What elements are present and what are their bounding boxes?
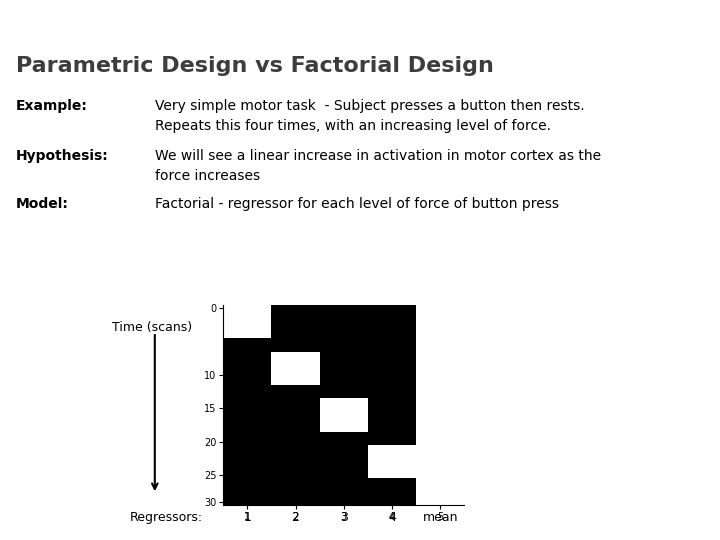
Text: Factorial - regressor for each level of force of button press: Factorial - regressor for each level of … <box>155 197 559 211</box>
Text: mean: mean <box>423 511 458 524</box>
Text: Time (scans): Time (scans) <box>112 321 192 334</box>
Text: Very simple motor task  - Subject presses a button then rests.
Repeats this four: Very simple motor task - Subject presses… <box>155 99 585 133</box>
Text: 2: 2 <box>292 511 300 524</box>
Text: 4: 4 <box>388 511 396 524</box>
Text: Parametric Design vs Factorial Design: Parametric Design vs Factorial Design <box>16 56 494 76</box>
Text: ‡UCL: ‡UCL <box>635 10 702 34</box>
Text: We will see a linear increase in activation in motor cortex as the
force increas: We will see a linear increase in activat… <box>155 150 601 183</box>
Text: Model:: Model: <box>16 197 69 211</box>
Text: Hypothesis:: Hypothesis: <box>16 150 109 164</box>
Text: Regressors:: Regressors: <box>130 511 203 524</box>
Text: 1: 1 <box>243 511 251 524</box>
Text: 3: 3 <box>340 511 348 524</box>
Text: Example:: Example: <box>16 99 88 113</box>
